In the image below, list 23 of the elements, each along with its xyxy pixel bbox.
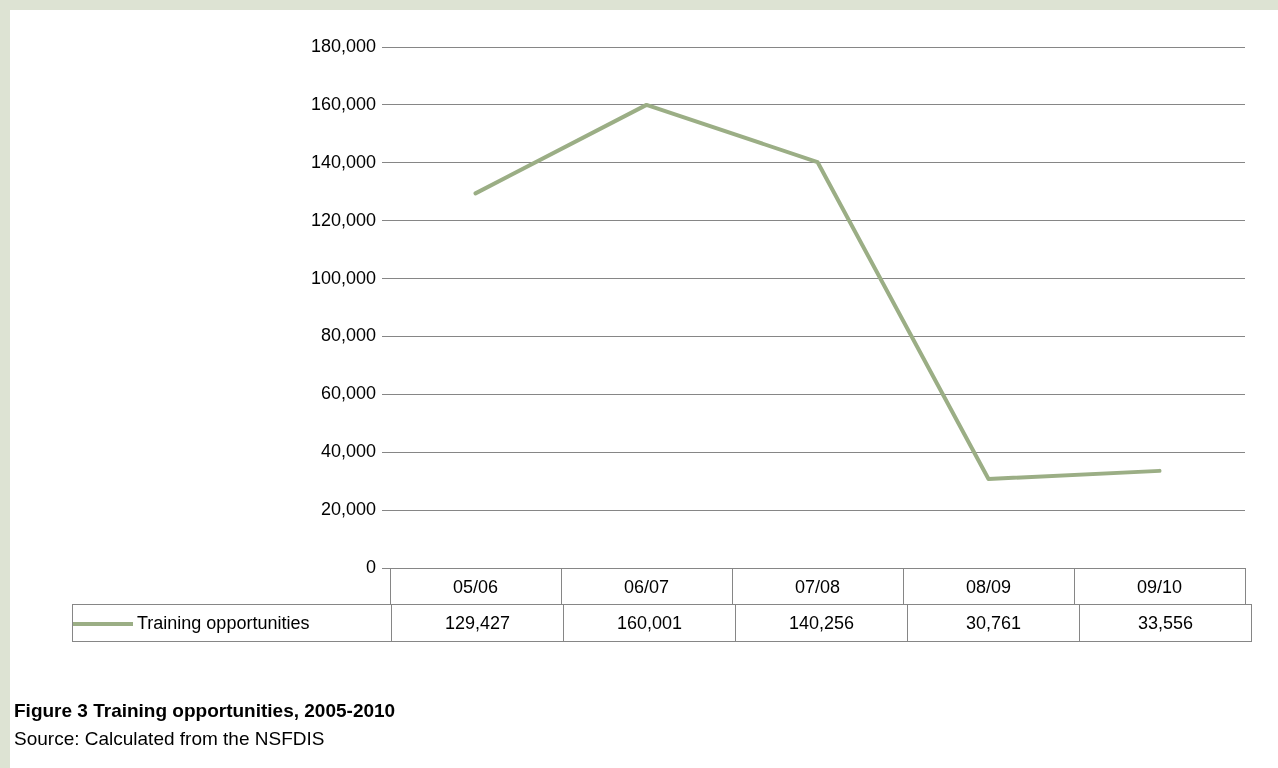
y-tick-label: 60,000 xyxy=(320,383,376,404)
y-tick-label: 160,000 xyxy=(310,93,376,114)
y-tick-label: 120,000 xyxy=(310,209,376,230)
x-tick-label: 07/08 xyxy=(794,576,841,597)
y-tick-label: 40,000 xyxy=(320,441,376,462)
y-tick-label: 140,000 xyxy=(310,151,376,172)
source-note: Source: Calculated from the NSFDIS xyxy=(14,728,325,750)
x-tick-label: 08/09 xyxy=(965,576,1012,597)
data-label: 30,761 xyxy=(907,604,1080,642)
data-label: 160,001 xyxy=(563,604,736,642)
data-label: 33,556 xyxy=(1079,604,1252,642)
x-tick-label: 06/07 xyxy=(623,576,670,597)
y-tick-label: 80,000 xyxy=(320,325,376,346)
x-tick-label: 09/10 xyxy=(1136,576,1183,597)
x-tick-label: 05/06 xyxy=(452,576,499,597)
data-label: 140,256 xyxy=(735,604,908,642)
y-tick-label: 0 xyxy=(365,556,376,577)
text: Figure 3 Training opportunities, 2005-2010 xyxy=(14,700,396,722)
y-tick-label: 20,000 xyxy=(320,499,376,520)
data-label: 129,427 xyxy=(391,604,564,642)
y-tick-label: 180,000 xyxy=(310,35,376,56)
legend-label: Training opportunities xyxy=(72,604,392,642)
y-tick-label: 100,000 xyxy=(310,267,376,288)
